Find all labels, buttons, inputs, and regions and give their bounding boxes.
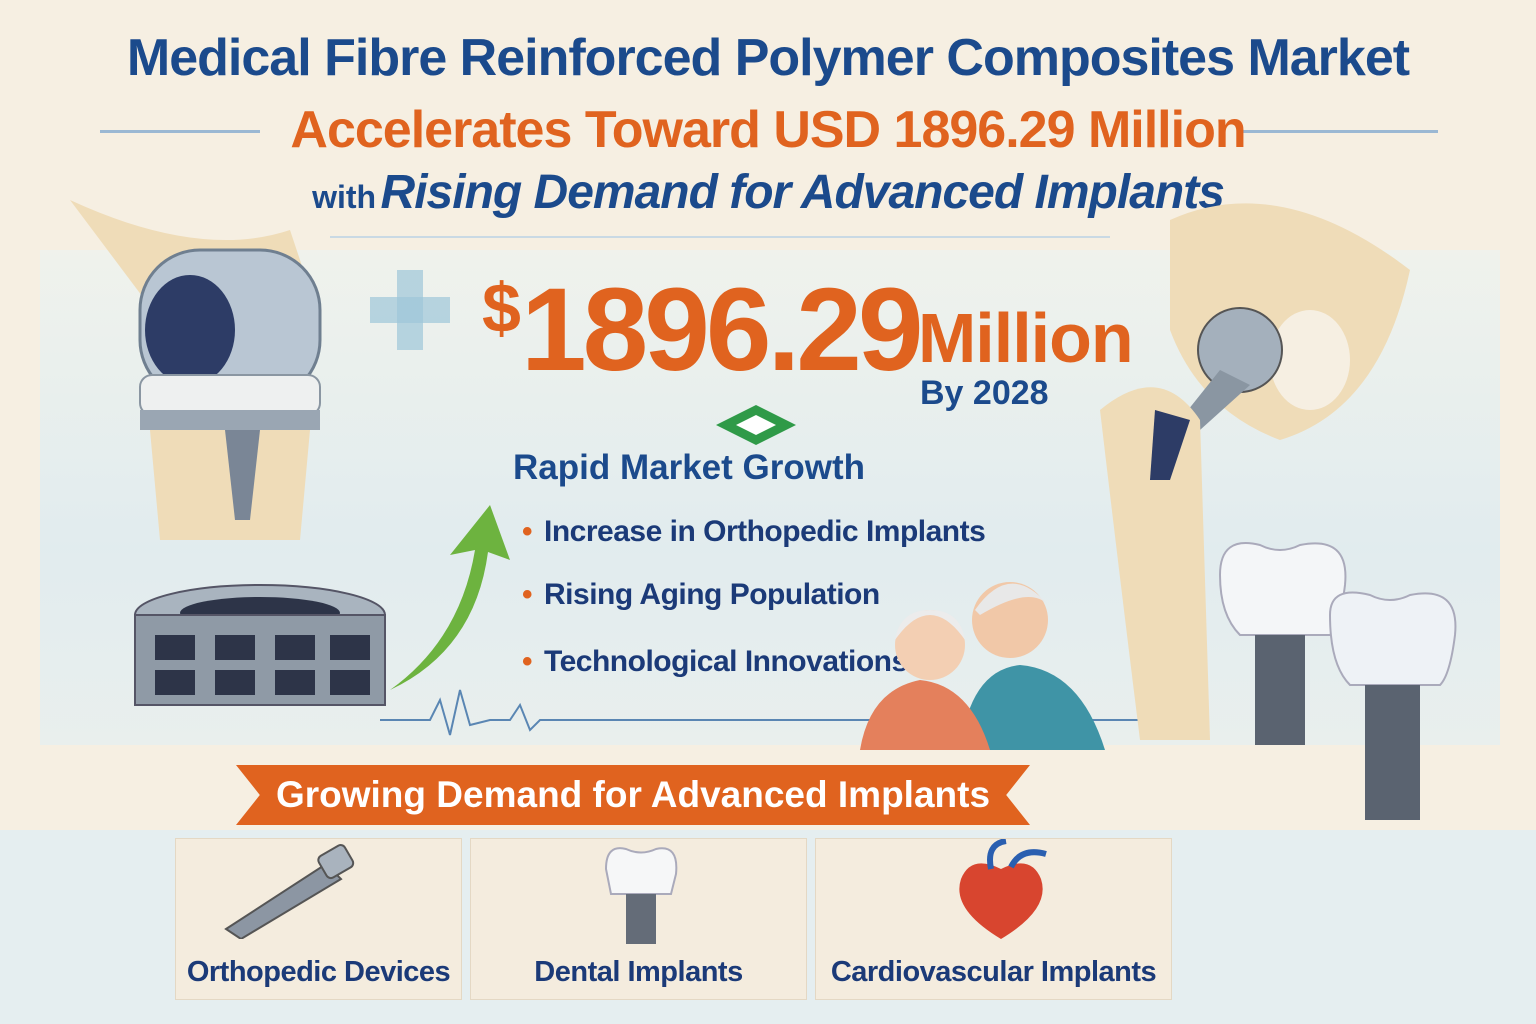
bone-screw-icon <box>224 844 355 939</box>
growth-bullet: • Increase in Orthopedic Implants <box>522 515 986 548</box>
market-value: $1896.29 <box>482 262 924 398</box>
spinal-cage-illustration <box>134 584 386 706</box>
elderly-couple-illustration <box>860 582 1105 750</box>
heartbeat-line <box>380 689 1180 736</box>
growth-arrow-icon <box>390 505 510 690</box>
divider <box>330 236 1110 238</box>
title-line-1: Medical Fibre Reinforced Polymer Composi… <box>126 29 1410 87</box>
divider <box>100 130 260 133</box>
value-number: 1896.29 <box>520 264 924 396</box>
dental-implant-icon <box>604 847 678 944</box>
category-card-orthopedic: Orthopedic Devices <box>175 838 462 1000</box>
hip-implant-illustration <box>1100 203 1410 740</box>
demand-banner: Growing Demand for Advanced Implants <box>236 765 1030 825</box>
medical-plus-icon <box>370 270 450 350</box>
title-prefix: with <box>312 179 377 215</box>
category-label: Dental Implants <box>534 956 743 988</box>
category-label: Orthopedic Devices <box>186 956 451 988</box>
diamond-icon <box>716 405 796 450</box>
knee-implant-illustration <box>70 200 322 540</box>
growth-heading: Rapid Market Growth <box>513 448 865 487</box>
title-main: Rising Demand for Advanced Implants <box>380 166 1225 219</box>
currency-symbol: $ <box>482 269 521 347</box>
title-line-2: Accelerates Toward USD 1896.29 Million <box>290 101 1246 159</box>
divider <box>1238 130 1438 133</box>
category-card-dental: Dental Implants <box>470 838 807 1000</box>
title-line-3: with Rising Demand for Advanced Implants <box>0 165 1536 220</box>
category-label: Cardiovascular Implants <box>830 956 1157 988</box>
growth-bullet: • Rising Aging Population <box>522 578 880 611</box>
growth-bullet: • Technological Innovations <box>522 645 908 678</box>
heart-icon <box>959 839 1047 939</box>
forecast-year: By 2028 <box>920 374 1049 412</box>
value-unit: Million <box>918 299 1134 377</box>
dental-implants-illustration <box>1218 542 1457 820</box>
category-card-cardiovascular: Cardiovascular Implants <box>815 838 1172 1000</box>
